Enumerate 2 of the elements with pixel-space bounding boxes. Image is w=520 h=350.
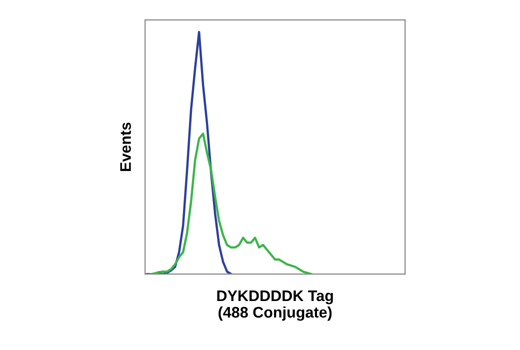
x-axis-title: DYKDDDDK Tag (488 Conjugate) bbox=[217, 290, 333, 321]
y-axis-title: Events bbox=[120, 122, 131, 172]
